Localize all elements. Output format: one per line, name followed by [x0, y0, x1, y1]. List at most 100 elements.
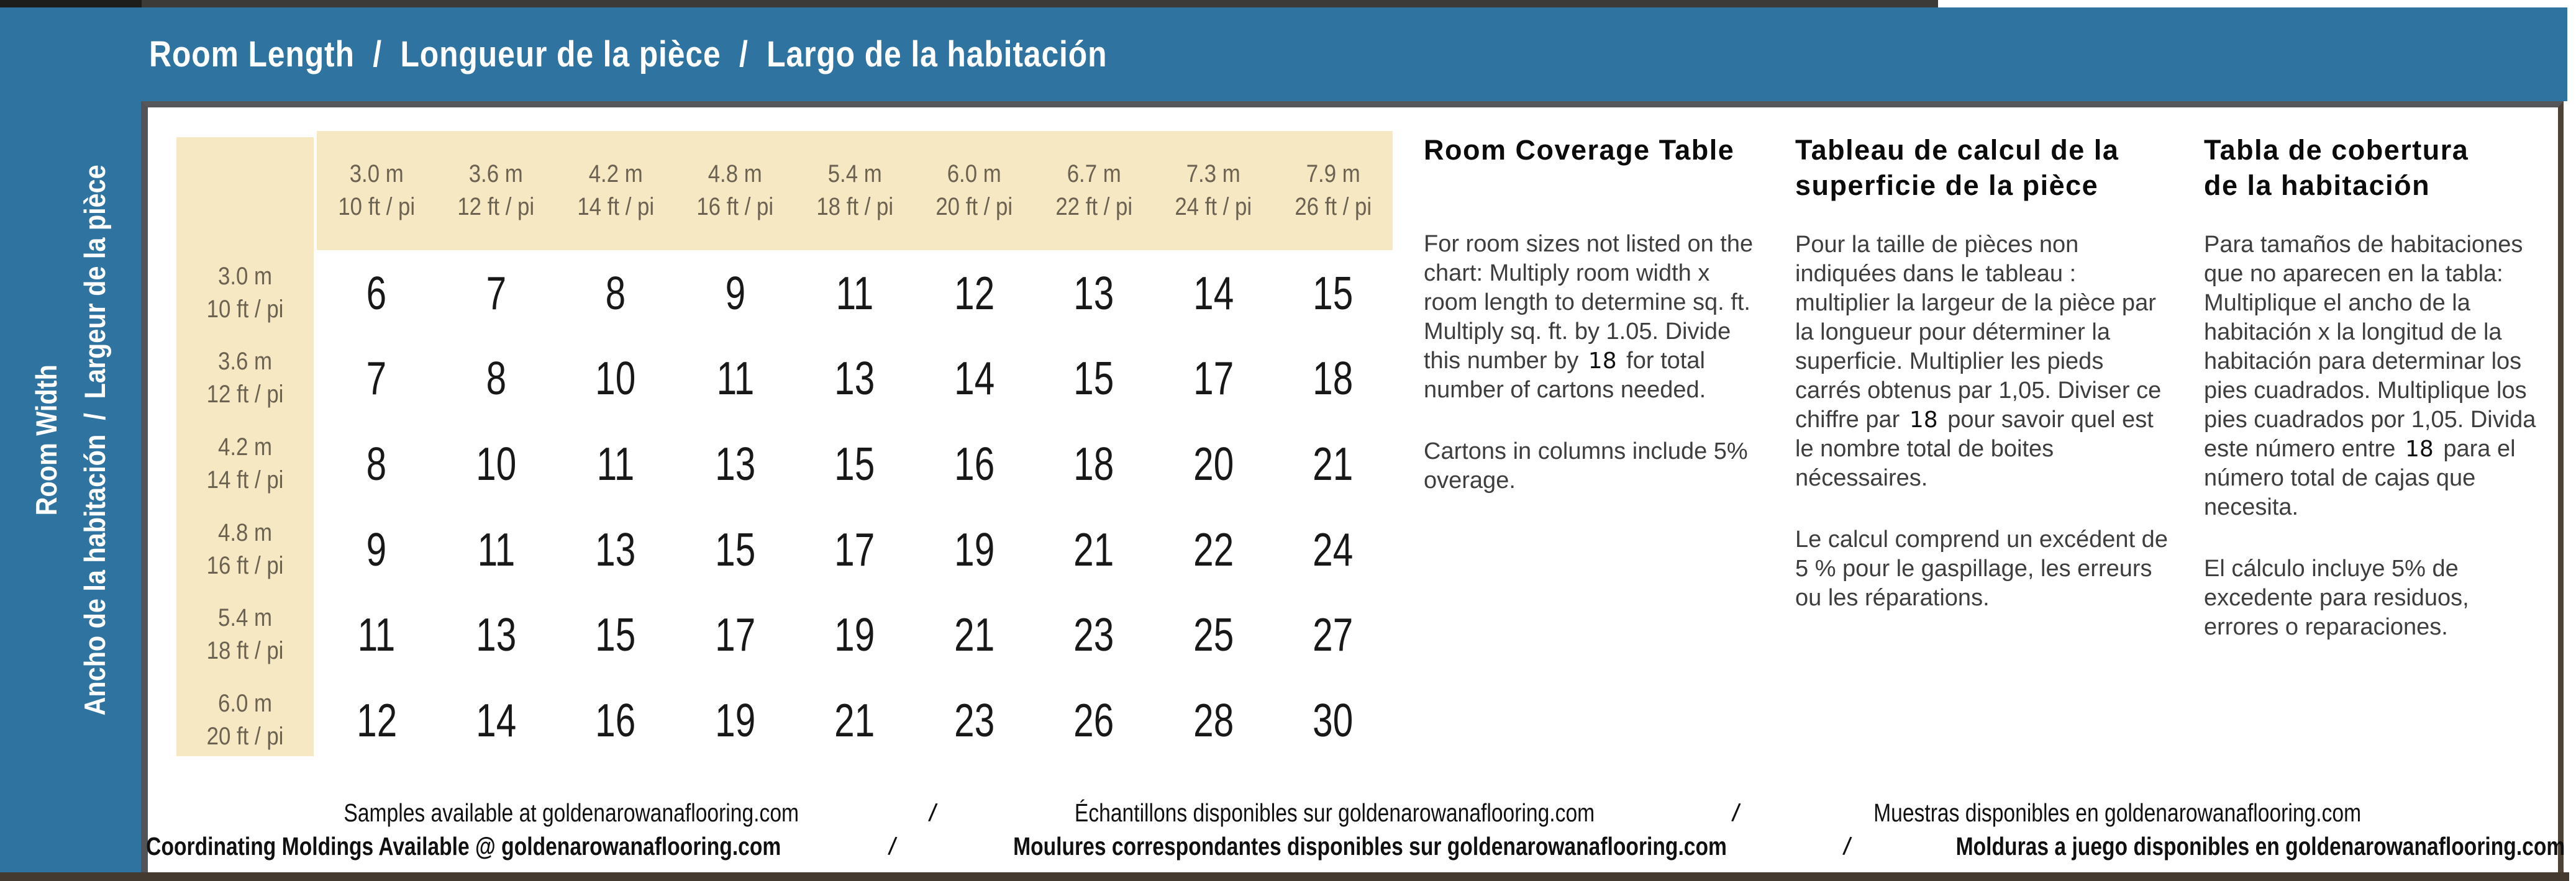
- footer-separator: /: [927, 798, 939, 828]
- carton-count-cell: 21: [834, 694, 875, 747]
- cartons-table-grid: 6 7 8 9 11 12 13 14 15 7 8 10 11 13 14 15 17 18 8 10 11 13 15 1…: [317, 250, 1393, 763]
- row-header: 4.2 m 14 ft / pi: [206, 433, 284, 494]
- room-width-sidebar-band: [0, 7, 141, 872]
- carton-count-cell: 23: [1073, 608, 1114, 661]
- carton-count-cell: 8: [605, 266, 626, 319]
- info-paragraph1-en: For room sizes not listed on the chart: …: [1424, 231, 1754, 403]
- carton-count-cell: 10: [476, 438, 517, 490]
- info-paragraph1-es: Para tamaños de habitaciones que no apar…: [2204, 232, 2536, 520]
- carton-count-cell: 12: [356, 694, 397, 747]
- footer-segment: Coordinating Moldings Available @ golden…: [146, 832, 781, 861]
- carton-count-cell: 13: [1073, 266, 1114, 319]
- carton-count-cell: 23: [953, 694, 994, 747]
- room-width-label-es-fr: Ancho de la habitación / Largeur de la p…: [78, 164, 111, 716]
- carton-count-cell: 14: [476, 694, 517, 747]
- carton-count-cell: 28: [1193, 694, 1234, 747]
- carton-count-cell: 15: [834, 438, 875, 490]
- carton-count-cell: 12: [953, 266, 994, 319]
- carton-count-cell: 17: [715, 608, 756, 661]
- carton-count-cell: 13: [834, 352, 875, 405]
- carton-count-cell: 27: [1313, 608, 1354, 661]
- column-header: 3.6 m 12 ft / pi: [457, 160, 535, 220]
- row-header: 6.0 m 20 ft / pi: [206, 690, 284, 751]
- carton-count-cell: 11: [477, 523, 516, 576]
- carton-count-cell: 15: [1313, 266, 1354, 319]
- carton-count-cell: 25: [1193, 608, 1234, 661]
- carton-count-cell: 19: [953, 523, 994, 576]
- info-paragraph1-fr: Pour la taille de pièces non indiquées d…: [1795, 232, 2162, 491]
- column-header: 4.8 m 16 ft / pi: [696, 160, 774, 220]
- carton-count-cell: 13: [715, 438, 756, 490]
- room-width-sidebar-label: Room Width Ancho de la habitación / Larg…: [0, 7, 141, 872]
- carton-count-cell: 9: [366, 523, 387, 576]
- carton-count-cell: 6: [366, 266, 387, 319]
- carton-count-cell: 11: [596, 438, 635, 490]
- footer-separator: /: [1730, 798, 1742, 828]
- column-header: 3.0 m 10 ft / pi: [338, 160, 416, 220]
- carton-count-cell: 11: [835, 266, 874, 319]
- column-header: 6.0 m 20 ft / pi: [935, 160, 1013, 220]
- carton-count-cell: 15: [715, 523, 756, 576]
- carton-count-cell: 20: [1193, 438, 1234, 490]
- carton-count-cell: 15: [1073, 352, 1114, 405]
- footer-segment: Moulures correspondantes disponibles sur…: [1013, 832, 1727, 861]
- carton-count-cell: 7: [486, 266, 506, 319]
- cartons-per-box-value: 18: [1585, 348, 1620, 374]
- info-column-fr: Tableau de calcul de la superficie de la …: [1795, 132, 2168, 613]
- carton-count-cell: 21: [1073, 523, 1114, 576]
- row-header: 3.0 m 10 ft / pi: [206, 262, 284, 323]
- carton-count-cell: 7: [366, 352, 387, 405]
- carton-count-cell: 17: [1193, 352, 1234, 405]
- carton-count-cell: 11: [357, 608, 396, 661]
- footer-segment: Muestras disponibles en goldenarowanaflo…: [1873, 798, 2362, 827]
- row-header: 5.4 m 18 ft / pi: [206, 604, 284, 665]
- footer: Samples available at goldenarowanafloori…: [146, 797, 2565, 862]
- carton-count-cell: 19: [834, 608, 875, 661]
- carton-count-cell: 13: [595, 523, 636, 576]
- carton-count-cell: 15: [595, 608, 636, 661]
- carton-count-cell: 30: [1313, 694, 1354, 747]
- footer-segment: Samples available at goldenarowanafloori…: [344, 798, 799, 827]
- info-paragraph2-en: Cartons in columns include 5% overage.: [1424, 438, 1748, 494]
- carton-count-cell: 16: [953, 438, 994, 490]
- column-header: 6.7 m 22 ft / pi: [1055, 160, 1132, 220]
- footer-moldings-line: Coordinating Moldings Available @ golden…: [76, 830, 2576, 862]
- carton-count-cell: 22: [1193, 523, 1234, 576]
- carton-count-cell: 19: [715, 694, 756, 747]
- scan-top-border: [0, 0, 1938, 7]
- carton-count-cell: 26: [1073, 694, 1114, 747]
- scan-bottom-border: [0, 872, 2569, 881]
- row-header-background: [176, 137, 314, 756]
- info-heading-fr: Tableau de calcul de la superficie de la …: [1795, 134, 2119, 201]
- room-length-title: Room Length / Longueur de la pièce / Lar…: [0, 34, 1263, 75]
- info-heading-en: Room Coverage Table: [1424, 134, 1735, 166]
- carton-count-cell: 13: [476, 608, 517, 661]
- row-header: 4.8 m 16 ft / pi: [206, 518, 284, 579]
- carton-count-cell: 8: [366, 438, 387, 490]
- column-header: 5.4 m 18 ft / pi: [816, 160, 893, 220]
- room-width-label-en: Room Width: [29, 364, 63, 516]
- row-header: 3.6 m 12 ft / pi: [206, 348, 284, 409]
- carton-count-cell: 10: [595, 352, 636, 405]
- cartons-per-box-value: 18: [2401, 436, 2437, 462]
- info-column-es: Tabla de cobertura de la habitación Para t…: [2204, 132, 2542, 642]
- carton-count-cell: 14: [953, 352, 994, 405]
- carton-count-cell: 18: [1313, 352, 1354, 405]
- footer-segment: Échantillons disponibles sur goldenarowa…: [1074, 798, 1595, 827]
- carton-count-cell: 14: [1193, 266, 1234, 319]
- info-column-en: Room Coverage Table For room sizes not li…: [1424, 132, 1768, 495]
- info-heading-es: Tabla de cobertura de la habitación: [2204, 134, 2469, 201]
- room-length-title-text: Room Length / Longueur de la pièce / Lar…: [149, 34, 1108, 75]
- carton-count-cell: 11: [716, 352, 754, 405]
- cartons-per-box-value: 18: [1906, 407, 1941, 433]
- footer-segment: Molduras a juego disponibles en goldenar…: [1955, 832, 2565, 861]
- info-paragraph2-fr: Le calcul comprend un excédent de 5 % po…: [1795, 526, 2168, 611]
- carton-count-cell: 18: [1073, 438, 1114, 490]
- column-header: 4.2 m 14 ft / pi: [577, 160, 655, 220]
- room-length-header-band: Room Length / Longueur de la pièce / Lar…: [0, 7, 2567, 101]
- carton-count-cell: 21: [1313, 438, 1354, 490]
- carton-count-cell: 21: [953, 608, 994, 661]
- info-paragraph2-es: El cálculo incluye 5% de excedente para …: [2204, 556, 2469, 640]
- footer-samples-line: Samples available at goldenarowanafloori…: [294, 797, 2415, 829]
- carton-count-cell: 9: [725, 266, 745, 319]
